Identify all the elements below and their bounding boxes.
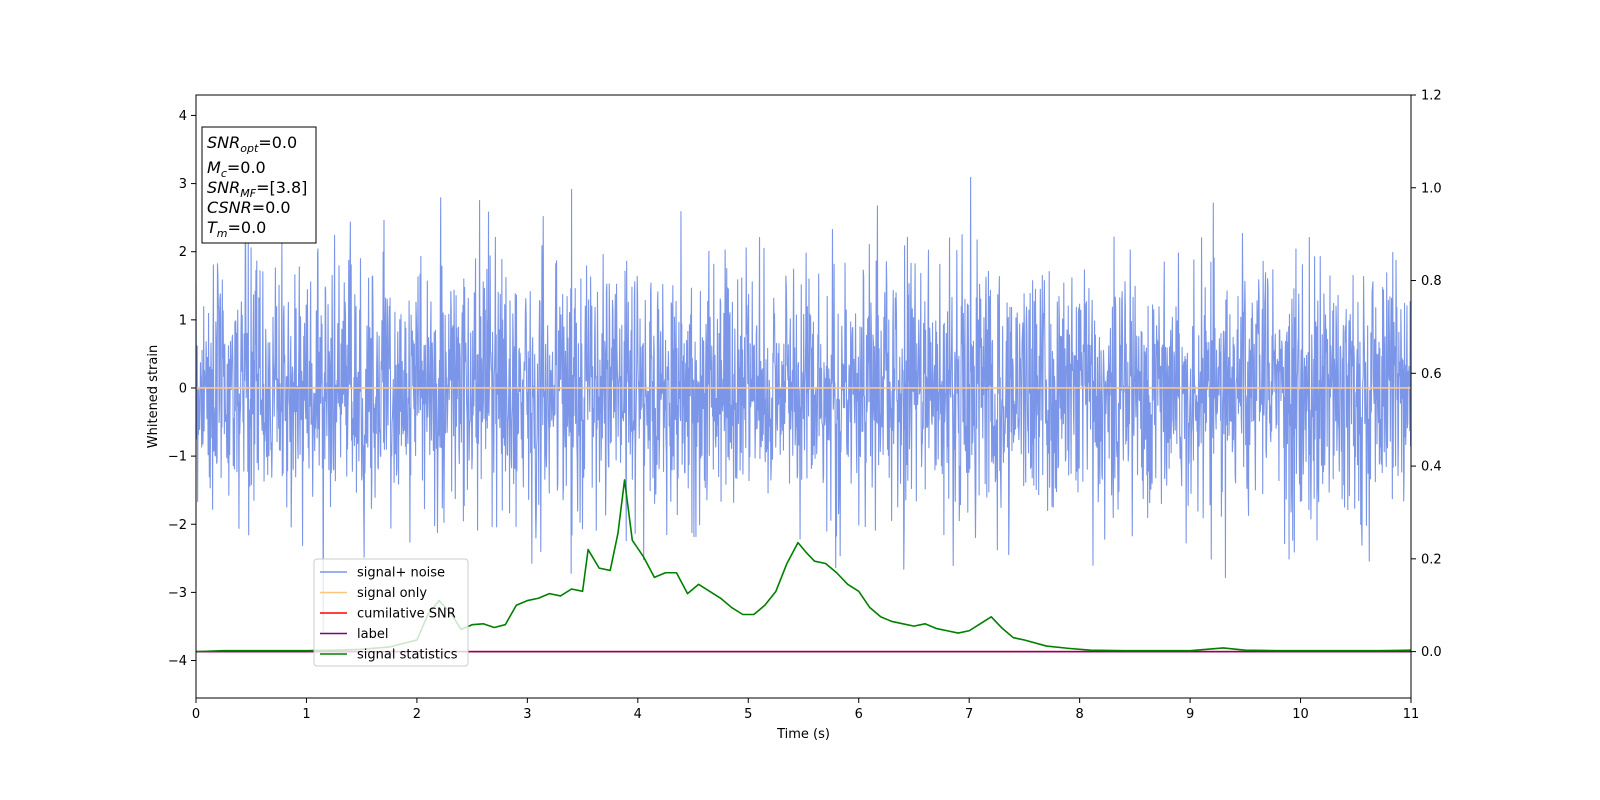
x-tick-label: 4	[634, 707, 642, 722]
info-line: Tm=0.0	[207, 218, 266, 240]
y2-tick-label: 0.4	[1421, 460, 1442, 475]
y2-tick-label: 0.8	[1421, 274, 1442, 289]
series-line-signal-noise	[196, 165, 1411, 635]
info-line: Mc=0.0	[207, 158, 266, 180]
legend-frame	[313, 558, 469, 667]
y-tick-label: 0	[179, 381, 187, 396]
y-tick-label: 1	[179, 313, 187, 328]
axes-frame	[195, 94, 1412, 699]
y-tick-label: 3	[179, 177, 187, 192]
info-value: =0.0	[228, 218, 267, 237]
info-subscript: MF	[240, 187, 256, 200]
info-subscript: opt	[240, 142, 259, 155]
x-axis-label: Time (s)	[776, 727, 830, 742]
info-symbol: SNR	[207, 178, 240, 197]
x-tick-label: 5	[744, 707, 752, 722]
legend-label: signal only	[357, 586, 427, 601]
legend: signal+ noise signal only cumilative SNR la…	[313, 558, 469, 667]
y-tick-label: −1	[168, 450, 187, 465]
y-axis-right: 0.0 0.2 0.4 0.6 0.8 1.0 1.2	[1411, 89, 1442, 660]
info-line: CSNR=0.0	[207, 198, 291, 217]
legend-label: signal statistics	[357, 648, 458, 663]
info-box: SNRopt=0.0Mc=0.0SNRMF=[3.8]CSNR=0.0Tm=0.…	[201, 126, 317, 244]
x-tick-label: 10	[1292, 707, 1309, 722]
x-tick-label: 11	[1403, 707, 1420, 722]
info-line: SNRMF=[3.8]	[207, 178, 307, 200]
x-tick-label: 3	[523, 707, 531, 722]
x-tick-label: 6	[855, 707, 863, 722]
info-value: =0.0	[258, 133, 297, 152]
y-axis-left: −4 −3 −2 −1 0 1 2 3 4	[168, 109, 196, 669]
info-symbol: SNR	[207, 133, 240, 152]
info-symbol: T	[207, 218, 218, 237]
y-tick-label: 2	[179, 245, 187, 260]
y2-tick-label: 1.0	[1421, 181, 1442, 196]
series-line-signal-statistics	[196, 479, 1411, 653]
y-tick-label: −4	[168, 654, 187, 669]
info-subscript: m	[217, 227, 228, 240]
legend-label: label	[357, 627, 388, 642]
info-symbol: M	[207, 158, 221, 177]
y-axis-label: Whitened strain	[146, 345, 161, 448]
x-tick-label: 2	[413, 707, 421, 722]
info-value: =0.0	[252, 198, 291, 217]
x-tick-label: 1	[302, 707, 310, 722]
info-value: =0.0	[227, 158, 266, 177]
y-tick-label: −2	[168, 518, 187, 533]
info-value: =[3.8]	[256, 178, 307, 197]
info-box-frame	[201, 126, 317, 244]
legend-label: signal+ noise	[357, 566, 445, 581]
x-tick-label: 0	[192, 707, 200, 722]
info-line: SNRopt=0.0	[207, 133, 297, 155]
x-tick-label: 7	[965, 707, 973, 722]
x-axis: 0 1 2 3 4 5 6 7 8 9 10 11	[192, 698, 1419, 722]
y2-tick-label: 0.6	[1421, 367, 1442, 382]
y-tick-label: −3	[168, 586, 187, 601]
y2-tick-label: 0.2	[1421, 552, 1442, 567]
info-subscript: c	[221, 167, 227, 180]
y2-tick-label: 1.2	[1421, 89, 1442, 104]
y2-tick-label: 0.0	[1421, 645, 1442, 660]
x-tick-label: 8	[1075, 707, 1083, 722]
legend-label: cumilative SNR	[357, 607, 456, 622]
y-tick-label: 4	[179, 109, 187, 124]
x-tick-label: 9	[1186, 707, 1194, 722]
info-symbol: CSNR	[207, 198, 252, 217]
